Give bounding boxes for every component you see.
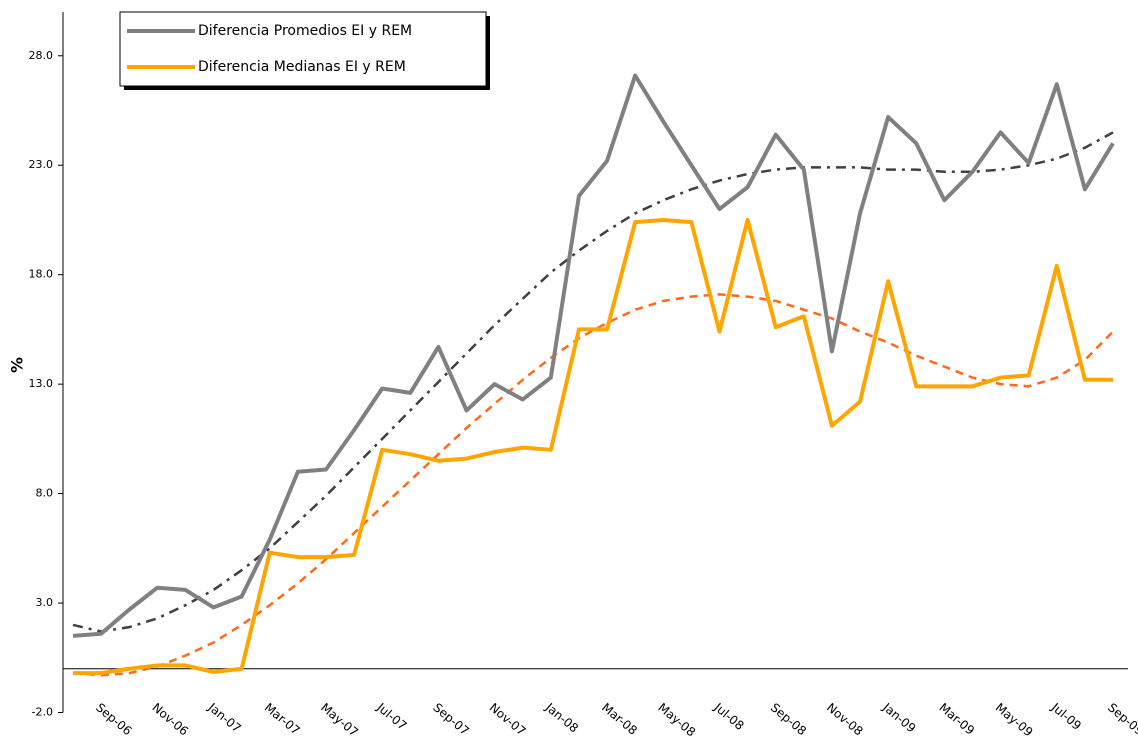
legend: Diferencia Promedios EI y REM Diferencia … [119, 11, 490, 90]
x-tick-label: Jan-07 [205, 700, 244, 736]
legend-label: Diferencia Promedios EI y REM [198, 23, 412, 39]
y-axis-label: % [8, 357, 27, 373]
y-tick-label: 23.0 [29, 158, 54, 171]
x-tick-label: Nov-07 [487, 700, 529, 738]
x-tick-label: Mar-09 [936, 700, 977, 737]
trendline [72, 293, 1114, 677]
trendline [72, 131, 1114, 633]
x-tick-label: Mar-07 [262, 700, 303, 737]
x-tick-label: Jul-09 [1048, 700, 1084, 733]
x-tick-label: Jul-07 [373, 700, 409, 733]
x-tick-label: Jul-08 [711, 700, 747, 733]
x-tick-label: Mar-08 [599, 700, 640, 737]
series-line [72, 73, 1115, 638]
x-tick-label: May-09 [993, 700, 1036, 739]
x-tick-label: Sep-07 [430, 700, 471, 738]
y-tick-label: -2.0 [32, 706, 53, 719]
x-tick-label: Jan-08 [542, 700, 581, 736]
x-tick-label: Jan-09 [879, 700, 918, 736]
y-tick-label: 8.0 [36, 487, 54, 500]
x-tick-label: Sep-09 [1105, 700, 1138, 738]
x-tick-label: May-08 [655, 700, 698, 739]
x-tick-label: Sep-06 [93, 700, 134, 738]
y-tick-label: 13.0 [29, 377, 54, 390]
series-line [73, 217, 1113, 676]
x-tick-label: Nov-06 [149, 700, 191, 738]
x-tick-label: Sep-08 [768, 700, 809, 738]
legend-label: Diferencia Medianas EI y REM [198, 59, 406, 75]
x-tick-label: May-07 [318, 700, 361, 739]
y-tick-label: 3.0 [36, 596, 54, 609]
x-tick-label: Nov-08 [824, 700, 866, 738]
y-tick-label: 28.0 [29, 49, 54, 62]
legend-box [119, 11, 487, 87]
y-tick-label: 18.0 [29, 268, 54, 281]
